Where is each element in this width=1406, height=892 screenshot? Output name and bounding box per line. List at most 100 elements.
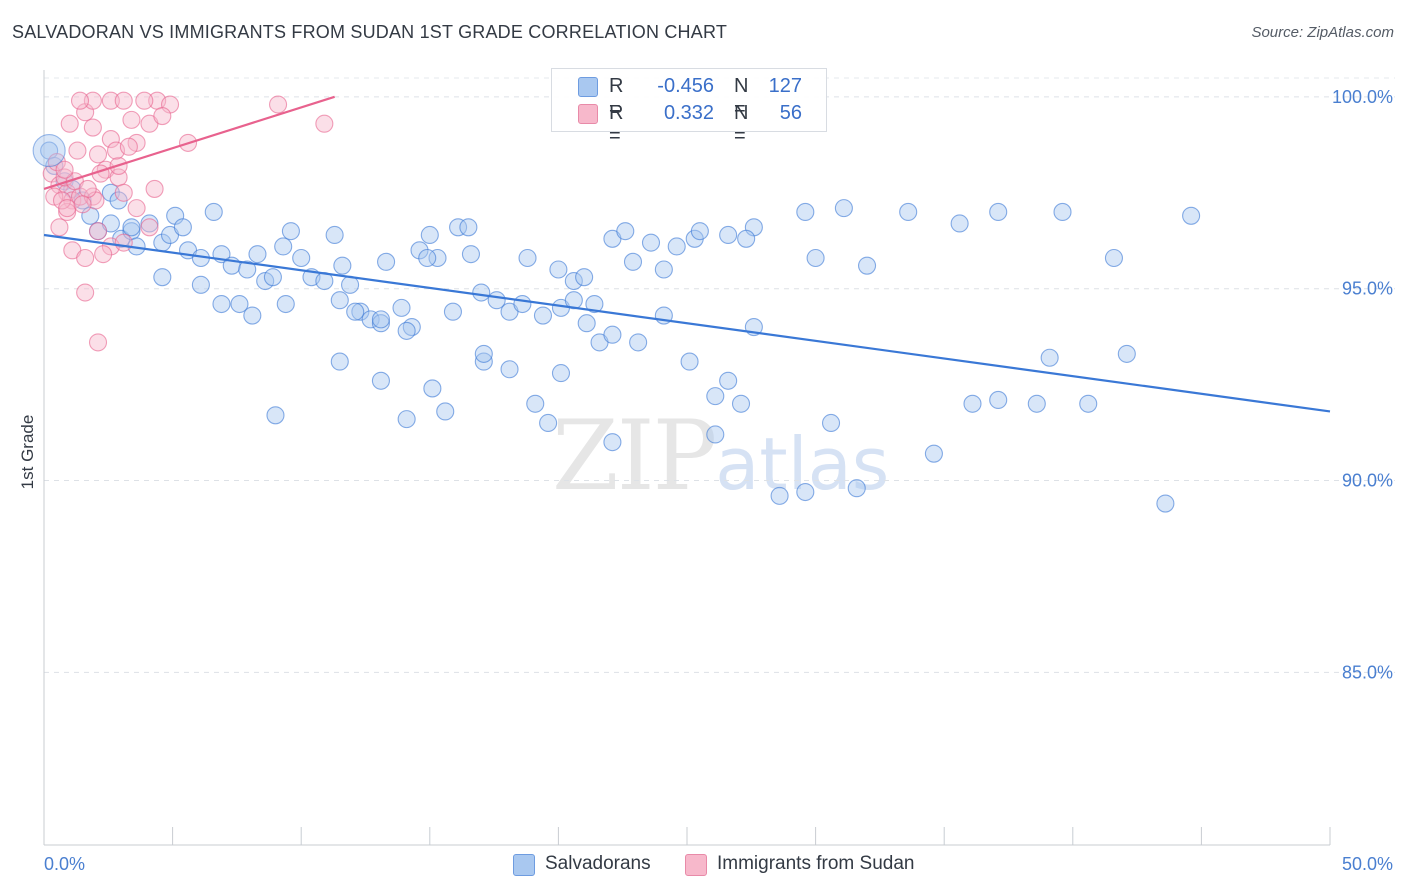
- point-salvadoran: [706, 425, 725, 444]
- point-salvadoran: [140, 214, 159, 233]
- point-salvadoran: [397, 410, 416, 429]
- point-sudan: [60, 114, 79, 133]
- point-salvadoran: [248, 245, 267, 264]
- point-sudan: [135, 91, 154, 110]
- point-salvadoran: [459, 218, 478, 237]
- stats-r-label: R =: [609, 102, 624, 147]
- stats-r-value: 0.332: [663, 102, 714, 124]
- point-salvadoran: [821, 413, 841, 433]
- legend-label-salvadorans: Salvadorans: [545, 853, 651, 874]
- point-salvadoran: [731, 394, 751, 413]
- point-salvadoran: [418, 248, 437, 268]
- point-salvadoran: [443, 302, 462, 321]
- point-salvadoran: [575, 268, 594, 287]
- point-salvadoran: [1117, 344, 1136, 363]
- point-salvadoran: [564, 271, 583, 291]
- point-salvadoran: [122, 218, 141, 237]
- point-sudan: [68, 141, 87, 160]
- point-salvadoran: [1027, 394, 1046, 413]
- point-salvadoran: [770, 486, 789, 505]
- legend-label-sudan: Immigrants from Sudan: [717, 853, 915, 874]
- point-salvadoran: [623, 252, 643, 271]
- point-sudan: [55, 160, 74, 179]
- legend-swatch-salvadorans: [513, 854, 535, 876]
- y-tick-label: 85.0%: [1342, 662, 1393, 682]
- point-salvadoran: [680, 352, 699, 371]
- point-salvadoran: [371, 371, 390, 390]
- point-salvadoran: [274, 237, 293, 256]
- point-salvadoran: [397, 321, 416, 340]
- point-salvadoran: [392, 298, 411, 317]
- watermark: ZIPatlas: [552, 400, 889, 512]
- y-tick-label: 95.0%: [1342, 279, 1393, 299]
- point-salvadoran: [706, 387, 725, 406]
- x-tick-label-max: 50.0%: [1342, 854, 1393, 874]
- point-salvadoran: [500, 360, 519, 379]
- point-salvadoran: [513, 294, 532, 314]
- point-salvadoran: [173, 218, 192, 237]
- point-sudan: [83, 118, 102, 137]
- point-salvadoran: [963, 394, 982, 413]
- point-sudan: [315, 114, 334, 133]
- point-salvadoran: [796, 202, 815, 222]
- point-sudan: [94, 245, 113, 264]
- point-salvadoran: [361, 310, 380, 329]
- point-salvadoran: [737, 229, 756, 248]
- point-salvadoran: [436, 402, 455, 421]
- watermark-zip: ZIP: [552, 400, 717, 512]
- trend-line-sudan: [43, 95, 335, 190]
- point-salvadoran: [449, 218, 468, 237]
- stats-n-value: 127: [768, 75, 802, 97]
- point-salvadoran: [281, 222, 300, 241]
- point-sudan: [153, 106, 172, 126]
- point-salvadoran: [238, 260, 257, 279]
- point-sudan: [114, 91, 133, 110]
- point-salvadoran: [857, 256, 877, 275]
- point-salvadoran: [292, 248, 311, 268]
- y-tick-label: 100.0%: [1332, 87, 1393, 107]
- point-salvadoran: [539, 413, 558, 433]
- point-salvadoran: [549, 260, 568, 279]
- point-salvadoran: [629, 333, 648, 352]
- point-sudan: [78, 179, 97, 198]
- point-salvadoran: [243, 306, 262, 325]
- point-salvadoran-large: [32, 134, 66, 168]
- point-salvadoran: [667, 237, 686, 256]
- stats-r-value: -0.456: [657, 75, 714, 97]
- point-salvadoran: [410, 241, 429, 260]
- point-salvadoran: [1104, 248, 1124, 268]
- point-salvadoran: [719, 371, 738, 390]
- point-salvadoran: [616, 222, 635, 241]
- point-salvadoran: [428, 248, 447, 268]
- point-salvadoran: [330, 291, 349, 310]
- point-sudan: [269, 95, 288, 114]
- point-salvadoran: [989, 390, 1008, 410]
- point-sudan: [76, 248, 95, 268]
- point-sudan: [50, 218, 69, 237]
- point-salvadoran: [1182, 206, 1201, 225]
- point-salvadoran: [806, 248, 825, 268]
- stats-swatch-sudan: [578, 104, 598, 124]
- chart-title: SALVADORAN VS IMMIGRANTS FROM SUDAN 1ST …: [12, 22, 728, 42]
- point-salvadoran: [585, 294, 604, 314]
- point-salvadoran: [377, 252, 396, 271]
- point-salvadoran: [719, 225, 738, 245]
- point-salvadoran: [266, 406, 285, 425]
- point-salvadoran: [654, 260, 673, 279]
- point-salvadoran: [276, 294, 295, 314]
- point-salvadoran: [603, 325, 622, 344]
- point-salvadoran: [101, 183, 120, 202]
- point-sudan: [119, 137, 138, 156]
- point-salvadoran: [204, 202, 223, 222]
- trend-line-salvadoran: [43, 233, 1331, 413]
- stats-n-label: N =: [734, 102, 749, 147]
- point-salvadoran: [641, 233, 661, 252]
- stats-swatch-salvadorans: [578, 77, 598, 97]
- point-salvadoran: [423, 379, 442, 398]
- point-salvadoran: [153, 268, 172, 287]
- point-salvadoran: [330, 352, 349, 371]
- point-sudan: [114, 183, 133, 202]
- point-salvadoran: [1079, 394, 1098, 413]
- point-salvadoran: [1053, 202, 1072, 222]
